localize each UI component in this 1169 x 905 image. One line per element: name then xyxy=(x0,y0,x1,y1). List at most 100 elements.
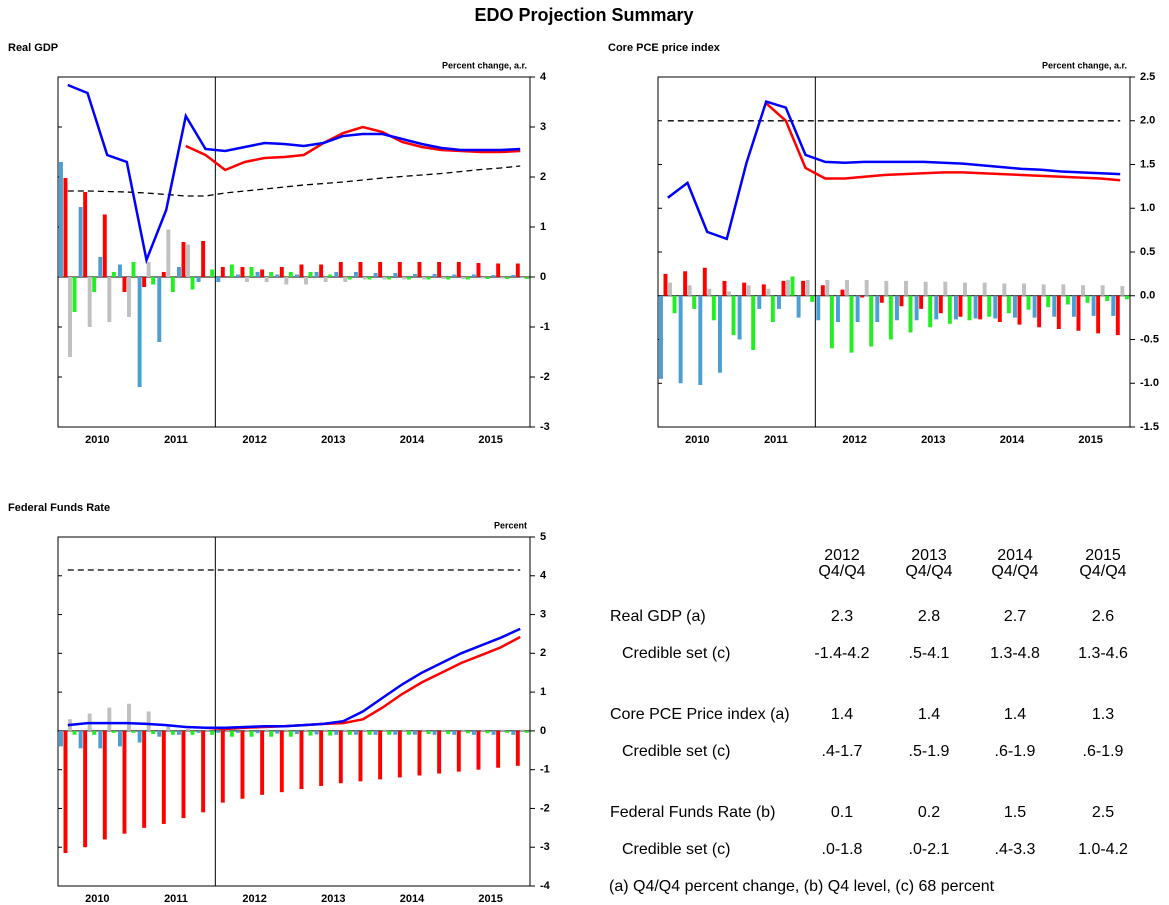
y-tick-label: -2 xyxy=(540,802,550,814)
bar xyxy=(107,707,112,731)
y-tick-label: 4 xyxy=(540,71,547,83)
bar xyxy=(288,730,293,737)
bar xyxy=(304,277,308,285)
bar xyxy=(938,295,943,314)
bar xyxy=(967,295,972,321)
bar xyxy=(796,295,801,318)
x-tick-label: 2010 xyxy=(685,434,709,446)
bar xyxy=(731,295,736,336)
cell: 1.5 xyxy=(1004,804,1026,821)
cell: 2.7 xyxy=(1004,608,1026,625)
bar xyxy=(299,264,304,277)
bar xyxy=(157,277,162,342)
bar xyxy=(1061,284,1066,296)
bar xyxy=(840,289,845,296)
bar xyxy=(1002,283,1007,296)
bar xyxy=(432,274,437,277)
bar xyxy=(279,730,284,793)
column-period: Q4/Q4 xyxy=(818,563,865,580)
y-tick-label: -1.0 xyxy=(1140,377,1159,389)
x-tick-label: 2014 xyxy=(400,434,425,446)
x-tick-label: 2013 xyxy=(321,893,345,905)
bar xyxy=(235,274,240,277)
bar xyxy=(781,280,786,296)
bar xyxy=(161,730,166,824)
cell: 2.8 xyxy=(918,608,940,625)
bar xyxy=(923,281,928,296)
bar xyxy=(378,262,383,277)
bar xyxy=(422,277,426,280)
bar xyxy=(72,277,77,312)
bar xyxy=(934,295,939,320)
bar xyxy=(299,730,304,790)
bar xyxy=(869,295,874,347)
bar xyxy=(151,730,156,734)
bar xyxy=(294,730,299,734)
bar xyxy=(515,263,520,277)
bar xyxy=(426,277,431,280)
bar xyxy=(658,295,663,379)
bar xyxy=(928,295,933,328)
bar xyxy=(240,267,245,277)
bar xyxy=(146,711,151,731)
bar xyxy=(1041,284,1046,296)
y-tick-label: -3 xyxy=(540,421,550,433)
bar xyxy=(367,277,372,280)
bar xyxy=(456,730,461,772)
bar xyxy=(107,277,112,322)
x-tick-label: 2010 xyxy=(85,893,109,905)
row-label: Credible set (c) xyxy=(622,645,730,662)
bar xyxy=(72,730,77,735)
bar xyxy=(358,730,363,782)
cell: .6-1.9 xyxy=(1083,743,1124,760)
bar xyxy=(131,730,136,733)
bar xyxy=(1071,295,1076,317)
bar xyxy=(973,295,978,319)
bar xyxy=(465,277,470,280)
bar xyxy=(947,295,952,324)
bar xyxy=(1056,295,1061,329)
bar xyxy=(672,295,677,314)
bar xyxy=(476,730,481,770)
bar xyxy=(249,267,254,277)
column-period: Q4/Q4 xyxy=(905,563,952,580)
bar xyxy=(338,262,343,277)
bar xyxy=(127,703,131,731)
bar xyxy=(1111,295,1116,316)
bar xyxy=(58,730,63,747)
bar xyxy=(181,730,186,819)
x-tick-label: 2011 xyxy=(164,893,188,905)
cell: .4-1.7 xyxy=(822,743,863,760)
y-tick-label: -1 xyxy=(540,764,550,776)
bar xyxy=(343,729,348,731)
y-tick-label: -4 xyxy=(540,880,551,892)
bar xyxy=(505,277,510,279)
bar xyxy=(358,262,363,277)
bar xyxy=(727,291,731,296)
bar xyxy=(92,730,97,735)
bar xyxy=(137,730,142,743)
bar xyxy=(1096,295,1101,334)
bar xyxy=(275,274,280,277)
bar xyxy=(1006,295,1011,314)
y-tick-label: 1.5 xyxy=(1140,158,1155,170)
x-tick-label: 2013 xyxy=(921,434,945,446)
bar xyxy=(437,730,442,774)
bar xyxy=(176,267,181,277)
axis-label: Percent change, a.r. xyxy=(1042,60,1127,70)
bar xyxy=(308,730,313,736)
column-period: Q4/Q4 xyxy=(991,563,1038,580)
bar xyxy=(943,281,948,296)
bar xyxy=(393,273,398,277)
bar xyxy=(122,730,127,834)
bar xyxy=(343,277,348,282)
bar xyxy=(770,295,775,322)
bar xyxy=(83,192,88,277)
bar xyxy=(441,277,446,279)
bar xyxy=(412,274,417,277)
bar xyxy=(1081,285,1085,296)
bar xyxy=(452,730,457,735)
bar xyxy=(500,277,505,279)
bar xyxy=(225,729,230,731)
bar xyxy=(161,272,166,277)
